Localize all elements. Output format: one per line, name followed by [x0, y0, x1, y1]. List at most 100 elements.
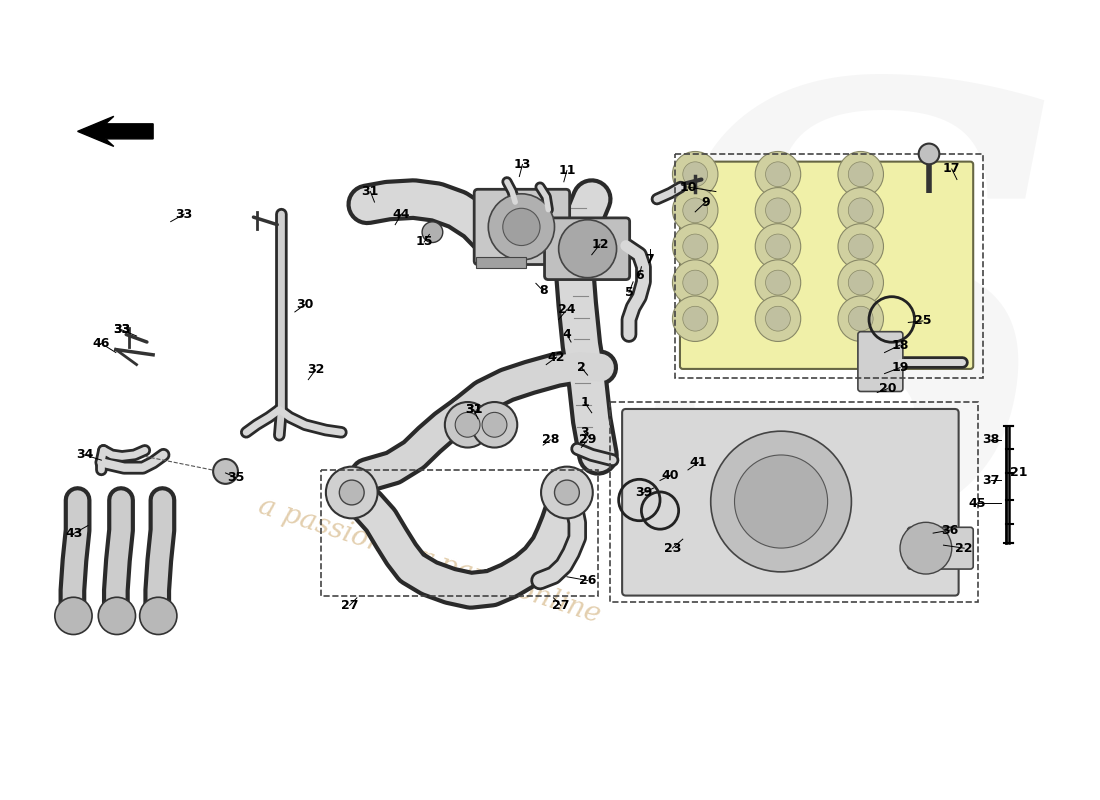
Circle shape — [756, 260, 801, 306]
Circle shape — [900, 522, 952, 574]
Circle shape — [683, 162, 707, 186]
Circle shape — [766, 198, 791, 222]
Circle shape — [559, 220, 617, 278]
Circle shape — [848, 162, 873, 186]
Circle shape — [672, 224, 718, 270]
Text: 5: 5 — [625, 286, 634, 299]
Text: 42: 42 — [548, 350, 565, 363]
Circle shape — [756, 151, 801, 197]
Circle shape — [213, 459, 238, 484]
Text: 3: 3 — [580, 426, 588, 439]
Text: 29: 29 — [579, 434, 596, 446]
Circle shape — [756, 187, 801, 233]
Circle shape — [735, 455, 827, 548]
Circle shape — [554, 480, 580, 505]
Circle shape — [848, 198, 873, 222]
Text: 9: 9 — [701, 195, 710, 209]
Circle shape — [756, 296, 801, 342]
Text: 33: 33 — [113, 323, 131, 337]
Text: 23: 23 — [663, 542, 681, 554]
Circle shape — [683, 306, 707, 331]
Circle shape — [838, 296, 883, 342]
Circle shape — [683, 270, 707, 295]
FancyBboxPatch shape — [623, 409, 958, 595]
Circle shape — [444, 402, 491, 447]
Text: 13: 13 — [514, 158, 531, 171]
Circle shape — [455, 412, 480, 437]
Text: 33: 33 — [113, 323, 131, 337]
Circle shape — [848, 234, 873, 259]
Circle shape — [672, 187, 718, 233]
Text: 40: 40 — [661, 469, 679, 482]
Text: 1: 1 — [580, 396, 588, 409]
Circle shape — [472, 402, 517, 447]
Text: 2: 2 — [578, 361, 586, 374]
Text: 18: 18 — [891, 338, 909, 351]
Circle shape — [55, 598, 92, 634]
Circle shape — [326, 466, 377, 518]
Circle shape — [98, 598, 135, 634]
Text: 17: 17 — [943, 162, 960, 175]
Circle shape — [838, 187, 883, 233]
Text: 45: 45 — [969, 497, 987, 510]
Text: 7: 7 — [646, 253, 654, 266]
Text: 30: 30 — [297, 298, 313, 311]
Bar — [610, 402, 978, 602]
Text: 15: 15 — [416, 235, 433, 249]
Text: 41: 41 — [690, 456, 707, 469]
Text: 26: 26 — [579, 574, 596, 587]
Text: 20: 20 — [879, 382, 896, 395]
Circle shape — [918, 143, 939, 164]
FancyBboxPatch shape — [544, 218, 629, 279]
Circle shape — [766, 234, 791, 259]
Text: 39: 39 — [635, 486, 652, 499]
Circle shape — [766, 306, 791, 331]
Circle shape — [541, 466, 593, 518]
Text: 38: 38 — [982, 434, 1000, 446]
Text: 19: 19 — [891, 361, 909, 374]
Text: 36: 36 — [942, 524, 958, 537]
Circle shape — [848, 306, 873, 331]
Circle shape — [672, 260, 718, 306]
Text: 32: 32 — [307, 363, 324, 376]
Circle shape — [140, 598, 177, 634]
Text: 34: 34 — [76, 448, 94, 462]
Circle shape — [683, 234, 707, 259]
Text: 4: 4 — [562, 328, 571, 341]
Circle shape — [503, 208, 540, 246]
Text: 44: 44 — [393, 208, 410, 221]
Text: 10: 10 — [679, 181, 696, 194]
Bar — [674, 154, 982, 378]
Text: 6: 6 — [635, 270, 643, 282]
Bar — [321, 470, 598, 596]
Text: 21: 21 — [1010, 466, 1027, 479]
Text: 12: 12 — [592, 238, 608, 250]
Text: 37: 37 — [982, 474, 1000, 487]
Text: 28: 28 — [541, 434, 559, 446]
Text: 46: 46 — [92, 337, 110, 350]
Circle shape — [838, 151, 883, 197]
Text: S: S — [628, 62, 1069, 655]
Text: 25: 25 — [914, 314, 932, 327]
Circle shape — [756, 224, 801, 270]
Circle shape — [339, 480, 364, 505]
FancyBboxPatch shape — [858, 332, 903, 391]
Circle shape — [766, 270, 791, 295]
Text: 31: 31 — [362, 185, 380, 198]
Circle shape — [848, 270, 873, 295]
FancyBboxPatch shape — [680, 162, 974, 369]
Text: a passion for parts online: a passion for parts online — [255, 492, 604, 628]
Circle shape — [422, 222, 443, 242]
Polygon shape — [78, 116, 153, 146]
Circle shape — [766, 162, 791, 186]
FancyBboxPatch shape — [474, 190, 570, 265]
Text: 8: 8 — [539, 284, 548, 298]
Circle shape — [838, 260, 883, 306]
Circle shape — [838, 224, 883, 270]
Circle shape — [672, 296, 718, 342]
Text: 31: 31 — [465, 403, 483, 416]
Circle shape — [711, 431, 851, 572]
Circle shape — [683, 198, 707, 222]
Text: 43: 43 — [66, 526, 84, 540]
Text: 11: 11 — [558, 164, 575, 177]
